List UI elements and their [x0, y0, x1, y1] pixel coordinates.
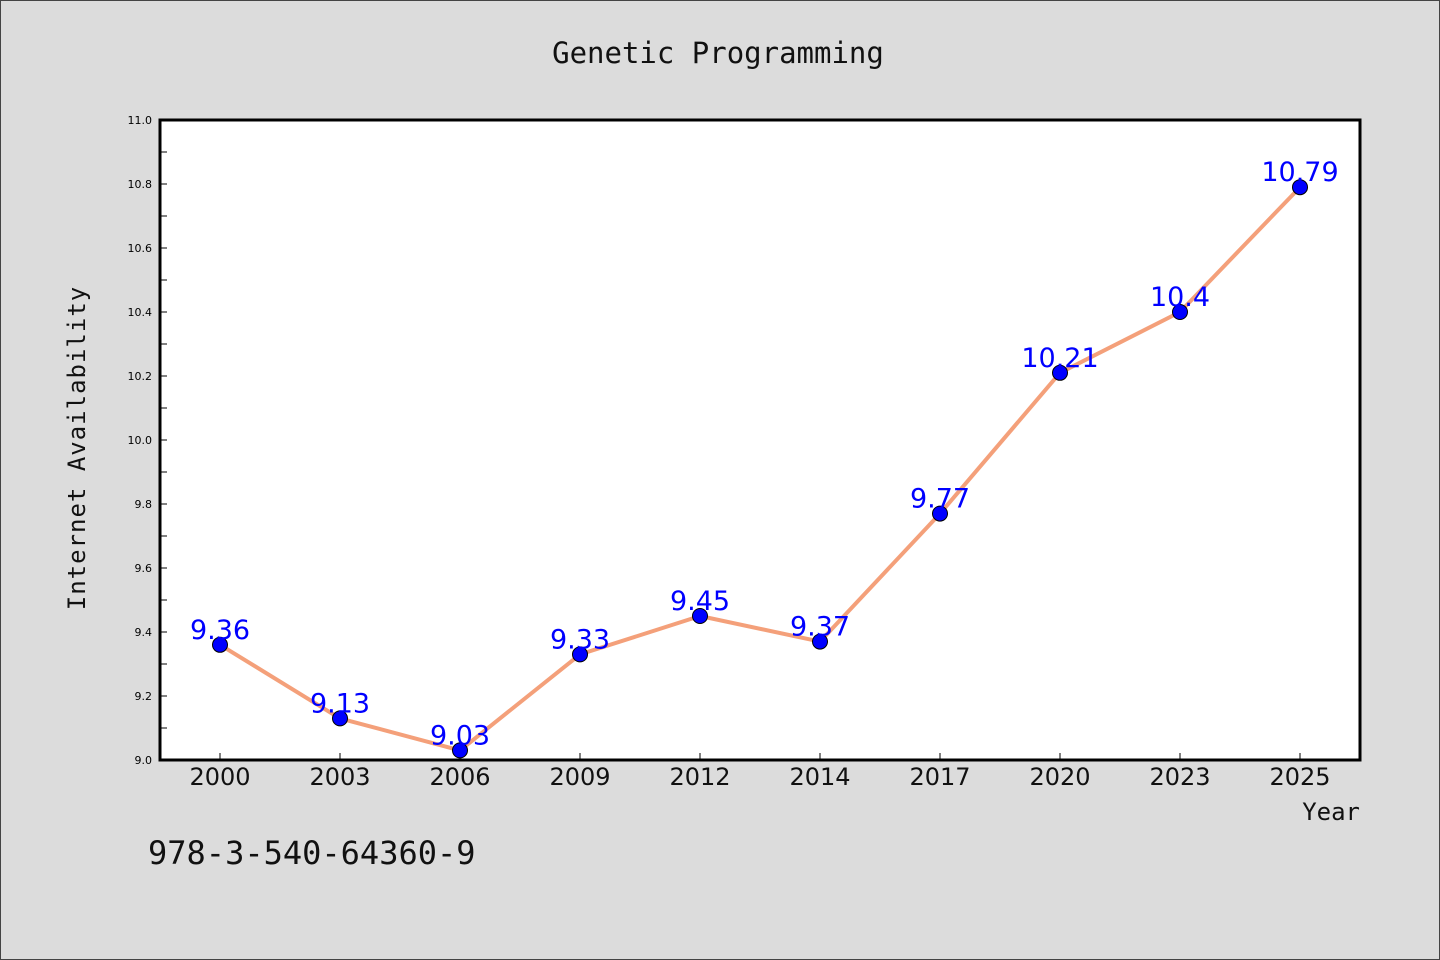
- data-point-marker: [452, 742, 468, 759]
- x-axis-ticks: 2000 2003 2006 2009 2012 2014 2017 2020 2023 2025: [189, 753, 1331, 791]
- data-value-label: 10.21: [1021, 343, 1098, 374]
- plot-area: [160, 120, 1360, 760]
- data-value-label: 9.13: [310, 688, 370, 719]
- data-value-label: 9.36: [190, 615, 250, 646]
- y-tick-label: 9.8: [135, 498, 153, 511]
- y-tick-label: 10.8: [128, 178, 153, 191]
- x-tick-label: 2017: [909, 763, 970, 791]
- series-layer: 9.36 9.13 9.03 9.33 9.45 9.37 9.77 10.21 10.4 10.…: [190, 157, 1339, 759]
- data-value-label: 9.03: [430, 720, 490, 751]
- data-point-marker: [932, 505, 948, 522]
- x-tick-label: 2000: [189, 763, 250, 791]
- y-tick-label: 9.2: [135, 690, 153, 703]
- y-tick-label: 9.6: [135, 562, 153, 575]
- x-tick-label: 2014: [789, 763, 850, 791]
- data-point-marker: [812, 633, 828, 650]
- y-tick-label: 10.0: [128, 434, 153, 447]
- data-point-marker: [692, 608, 708, 624]
- x-tick-label: 2023: [1149, 763, 1210, 791]
- plot-border: [158, 118, 1362, 762]
- data-point-marker: [1052, 364, 1068, 381]
- data-point-marker: [1172, 304, 1188, 320]
- x-tick-label: 2012: [669, 763, 730, 791]
- x-tick-label: 2009: [549, 763, 610, 791]
- data-point-marker: [332, 710, 348, 727]
- y-tick-label: 10.2: [128, 370, 153, 383]
- x-tick-label: 2006: [429, 763, 490, 791]
- x-axis-label: Year: [1302, 798, 1360, 826]
- data-value-label: 9.37: [790, 612, 850, 643]
- chart-title: Genetic Programming: [552, 36, 884, 70]
- data-value-label: 10.79: [1261, 157, 1338, 188]
- data-value-label: 9.77: [910, 484, 970, 515]
- data-point-marker: [572, 646, 588, 663]
- data-value-label: 9.33: [550, 624, 610, 655]
- series-line: [218, 185, 1302, 753]
- isbn-annotation: 978-3-540-64360-9: [148, 834, 476, 872]
- x-tick-label: 2020: [1029, 763, 1090, 791]
- y-axis-label: Internet Availability: [63, 286, 91, 610]
- y-tick-label: 10.6: [128, 242, 153, 255]
- y-tick-label: 9.0: [135, 754, 153, 767]
- x-tick-label: 2003: [309, 763, 370, 791]
- data-value-label: 10.4: [1150, 282, 1210, 313]
- data-point-marker: [1292, 179, 1308, 196]
- y-tick-label: 11.0: [128, 114, 153, 127]
- x-tick-label: 2025: [1269, 763, 1330, 791]
- data-point-marker: [212, 636, 228, 653]
- data-value-label: 9.45: [670, 586, 730, 617]
- y-tick-label: 9.4: [135, 626, 153, 639]
- y-tick-label: 10.4: [128, 306, 153, 319]
